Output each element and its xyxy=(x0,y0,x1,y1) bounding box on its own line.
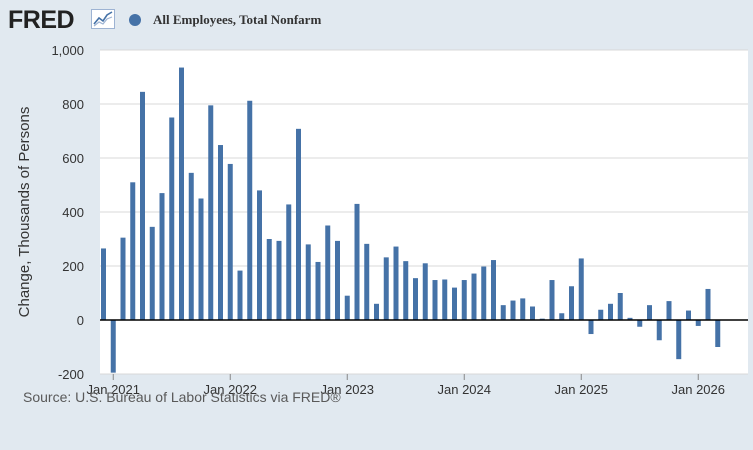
bar-2024-04[interactable] xyxy=(491,260,496,320)
bar-2025-06[interactable] xyxy=(627,317,633,320)
bar-2020-12[interactable] xyxy=(101,248,106,320)
bar-2022-12[interactable] xyxy=(335,240,340,320)
bar-2023-08[interactable] xyxy=(413,278,418,320)
bar-2024-10[interactable] xyxy=(549,280,555,320)
bar-2024-12[interactable] xyxy=(569,286,574,320)
bar-2025-12[interactable] xyxy=(686,310,691,320)
bar-2024-03[interactable] xyxy=(481,266,487,320)
bar-2024-11[interactable] xyxy=(559,313,565,320)
bar-2025-08[interactable] xyxy=(647,305,652,320)
y-axis-ticks: -200 0 200 400 600 800 1,000 xyxy=(51,43,84,382)
bar-2021-02[interactable] xyxy=(120,237,126,320)
y-tick-label: 800 xyxy=(62,97,84,112)
bar-2022-02[interactable] xyxy=(237,270,243,320)
y-tick-label: 400 xyxy=(62,205,84,220)
bar-2023-03[interactable] xyxy=(364,243,370,320)
bar-undefined[interactable] xyxy=(715,320,721,347)
chart-header: FRED All Employees, Total Nonfarm xyxy=(0,0,753,44)
fred-logo[interactable]: FRED xyxy=(8,6,75,34)
bar-2026-01[interactable] xyxy=(695,320,701,326)
bar-2023-01[interactable] xyxy=(344,295,350,320)
bar-2023-11[interactable] xyxy=(442,279,448,321)
bar-2023-05[interactable] xyxy=(383,257,389,320)
bar-2021-07[interactable] xyxy=(169,117,175,321)
x-tick-label: Jan 2021 xyxy=(87,382,141,397)
bar-2025-10[interactable] xyxy=(666,301,672,320)
source-note: Source: U.S. Bureau of Labor Statistics … xyxy=(23,389,341,405)
bar-2021-12[interactable] xyxy=(218,145,223,320)
bar-2022-06[interactable] xyxy=(276,240,282,320)
bar-2023-02[interactable] xyxy=(354,203,360,320)
bar-2025-04[interactable] xyxy=(608,303,613,320)
bar-2025-05[interactable] xyxy=(617,293,623,320)
bar-undefined[interactable] xyxy=(705,288,711,320)
bar-2024-02[interactable] xyxy=(471,273,477,320)
bar-2021-11[interactable] xyxy=(208,105,214,320)
y-tick-label: 0 xyxy=(77,313,84,328)
bar-2022-01[interactable] xyxy=(227,163,233,320)
gridlines xyxy=(100,49,748,375)
bar-2025-02[interactable] xyxy=(588,320,594,335)
bar-2022-04[interactable] xyxy=(257,190,262,320)
bar-2024-06[interactable] xyxy=(510,300,516,320)
x-tick-label: Jan 2023 xyxy=(321,382,375,397)
x-tick-label: Jan 2024 xyxy=(438,382,492,397)
x-tick-label: Jan 2025 xyxy=(555,382,609,397)
bar-2025-09[interactable] xyxy=(656,320,662,341)
bar-2024-05[interactable] xyxy=(500,305,506,320)
y-tick-label: 1,000 xyxy=(51,43,84,58)
bar-2022-08[interactable] xyxy=(296,128,301,320)
bar-2021-09[interactable] xyxy=(188,172,194,320)
bar-2025-11[interactable] xyxy=(676,320,682,360)
bar-2022-05[interactable] xyxy=(266,239,272,320)
y-axis-label: Change, Thousands of Persons xyxy=(16,107,33,318)
bars xyxy=(101,67,721,373)
legend-marker xyxy=(129,14,141,26)
bar-2025-03[interactable] xyxy=(598,309,604,320)
x-tick-label: Jan 2022 xyxy=(204,382,258,397)
bar-2021-06[interactable] xyxy=(159,193,165,320)
bar-2023-07[interactable] xyxy=(403,261,409,320)
bar-2021-03[interactable] xyxy=(130,182,136,320)
bar-2022-03[interactable] xyxy=(247,100,253,320)
bar-2021-01[interactable] xyxy=(110,320,116,373)
bar-2024-08[interactable] xyxy=(530,306,535,321)
bar-2023-09[interactable] xyxy=(422,263,428,320)
bar-2023-10[interactable] xyxy=(432,280,438,320)
bar-2025-07[interactable] xyxy=(637,320,643,327)
bar-2022-09[interactable] xyxy=(305,244,311,320)
bar-2025-01[interactable] xyxy=(578,258,584,320)
y-tick-label: 600 xyxy=(62,151,84,166)
bar-2024-01[interactable] xyxy=(461,280,467,320)
bar-2023-06[interactable] xyxy=(393,246,399,320)
line-chart-icon[interactable] xyxy=(91,9,115,29)
y-tick-label: -200 xyxy=(58,367,84,382)
bar-2022-11[interactable] xyxy=(325,225,331,321)
y-tick-label: 200 xyxy=(62,259,84,274)
x-tick-label: Jan 2026 xyxy=(672,382,726,397)
bar-2021-08[interactable] xyxy=(179,67,184,320)
x-axis-ticks: Jan 2021 Jan 2022 Jan 2023 Jan 2024 Jan 2025… xyxy=(87,374,726,397)
bar-2024-07[interactable] xyxy=(520,298,526,320)
bar-2023-04[interactable] xyxy=(374,303,379,320)
legend-label[interactable]: All Employees, Total Nonfarm xyxy=(153,12,322,27)
bar-2022-07[interactable] xyxy=(286,204,292,320)
bar-2023-12[interactable] xyxy=(452,287,457,320)
bar-2022-10[interactable] xyxy=(315,261,321,320)
bar-2021-04[interactable] xyxy=(140,91,145,320)
bar-2021-05[interactable] xyxy=(149,226,155,320)
bar-2021-10[interactable] xyxy=(198,198,204,321)
